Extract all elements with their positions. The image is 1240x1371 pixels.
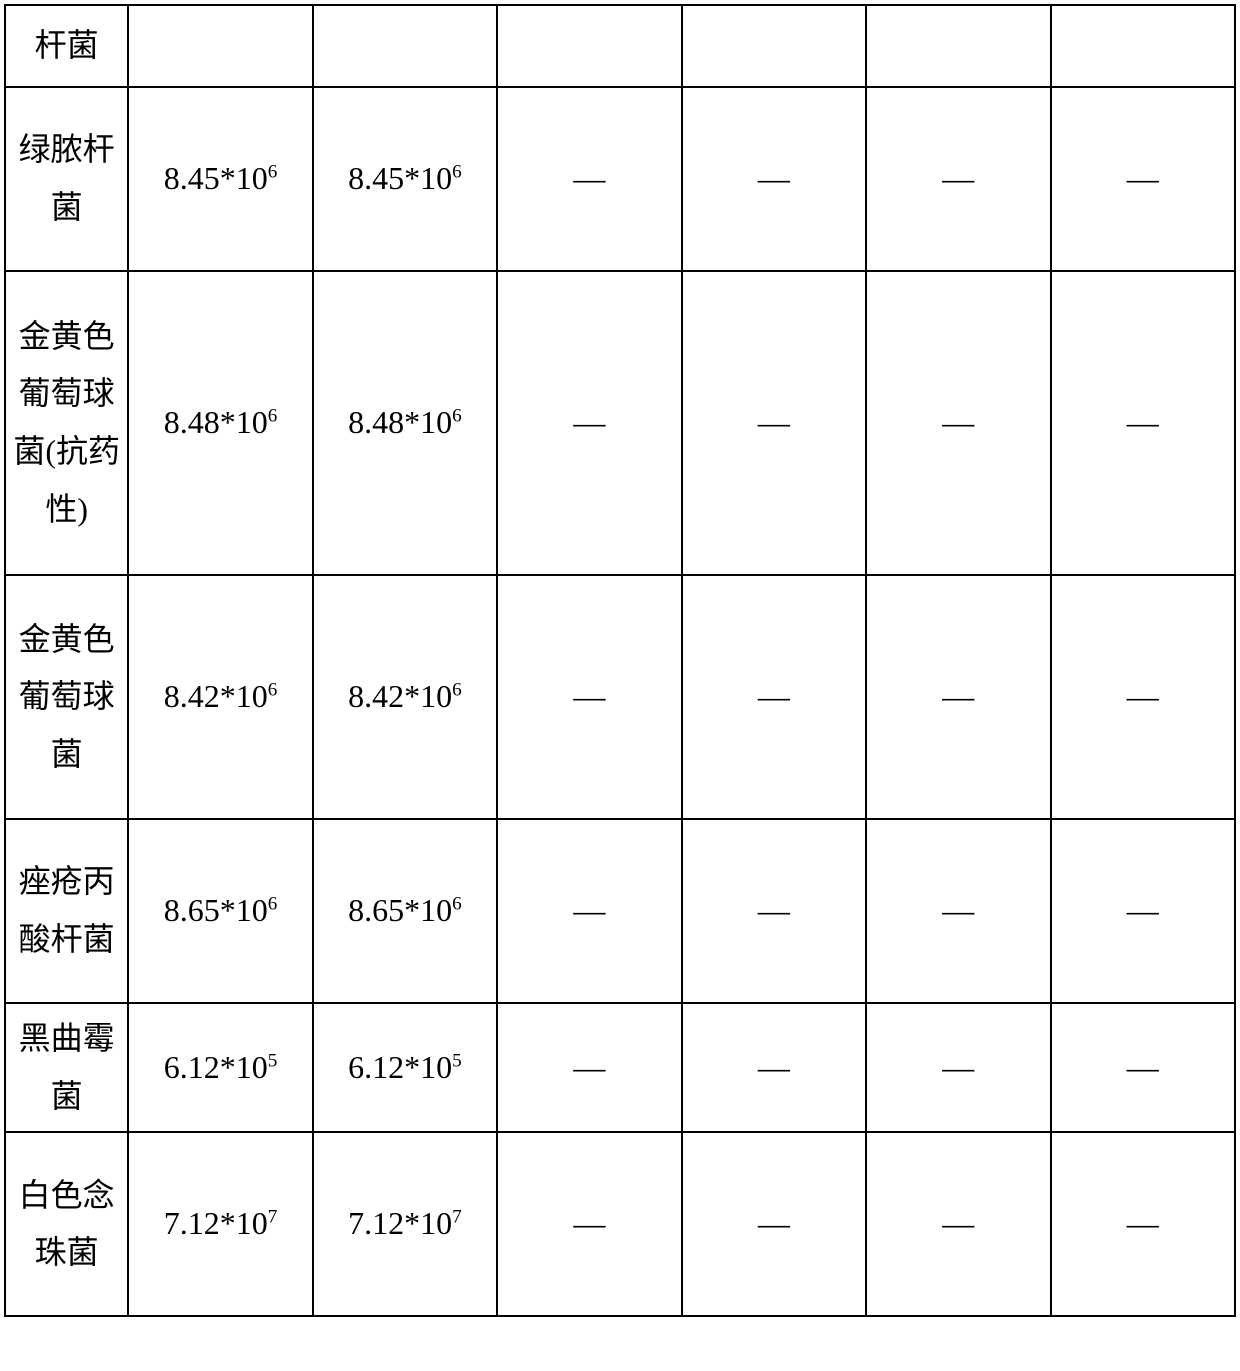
value-base: 8.45*10 [164,160,268,196]
value-exp: 6 [268,162,278,183]
value-exp: 6 [268,406,278,427]
value-base: 8.42*10 [164,678,268,714]
row-label: 黑曲霉菌 [5,1003,128,1132]
cell: — [682,1003,866,1132]
cell: — [1051,1132,1236,1316]
cell: — [497,819,681,1003]
cell: — [1051,271,1236,575]
value-exp: 5 [268,1050,278,1071]
value-exp: 7 [268,1207,278,1228]
table-row: 杆菌 [5,5,1235,87]
cell: — [1051,575,1236,819]
row-label: 痤疮丙酸杆菌 [5,819,128,1003]
cell: 7.12*107 [128,1132,312,1316]
table-row: 金黄色葡萄球菌 8.42*106 8.42*106 — — — — [5,575,1235,819]
cell: — [866,575,1050,819]
value-exp: 5 [452,1050,462,1071]
cell: — [497,575,681,819]
cell: — [866,819,1050,1003]
value-exp: 6 [452,162,462,183]
cell: 8.42*106 [313,575,497,819]
value-base: 7.12*10 [348,1205,452,1241]
table-row: 绿脓杆菌 8.45*106 8.45*106 — — — — [5,87,1235,271]
cell: 6.12*105 [128,1003,312,1132]
cell: — [682,575,866,819]
cell: — [866,271,1050,575]
cell: 8.45*106 [313,87,497,271]
table-row: 金黄色葡萄球菌(抗药性) 8.48*106 8.48*106 — — — — [5,271,1235,575]
value-base: 8.65*10 [164,892,268,928]
value-base: 6.12*10 [164,1049,268,1085]
cell: 8.48*106 [313,271,497,575]
cell: — [866,1003,1050,1132]
row-label: 金黄色葡萄球菌 [5,575,128,819]
cell: 6.12*105 [313,1003,497,1132]
value-base: 8.42*10 [348,678,452,714]
value-exp: 6 [268,680,278,701]
bacteria-table-container: 杆菌 绿脓杆菌 8.45*106 8.45*106 — — — — 金黄色葡萄球… [0,0,1240,1321]
value-base: 8.45*10 [348,160,452,196]
value-exp: 6 [452,406,462,427]
cell [1051,5,1236,87]
value-exp: 6 [268,894,278,915]
cell: — [682,1132,866,1316]
cell [497,5,681,87]
cell: — [682,819,866,1003]
cell [313,5,497,87]
cell: 8.45*106 [128,87,312,271]
cell [682,5,866,87]
cell: 8.65*106 [313,819,497,1003]
value-base: 8.48*10 [348,404,452,440]
row-label: 杆菌 [5,5,128,87]
cell [866,5,1050,87]
row-label: 金黄色葡萄球菌(抗药性) [5,271,128,575]
value-base: 8.48*10 [164,404,268,440]
cell: — [1051,1003,1236,1132]
value-exp: 7 [452,1207,462,1228]
cell: — [497,271,681,575]
bacteria-table: 杆菌 绿脓杆菌 8.45*106 8.45*106 — — — — 金黄色葡萄球… [4,4,1236,1317]
row-label: 绿脓杆菌 [5,87,128,271]
value-base: 6.12*10 [348,1049,452,1085]
value-exp: 6 [452,680,462,701]
cell: — [497,87,681,271]
table-row: 白色念珠菌 7.12*107 7.12*107 — — — — [5,1132,1235,1316]
table-row: 黑曲霉菌 6.12*105 6.12*105 — — — — [5,1003,1235,1132]
cell: — [866,87,1050,271]
row-label: 白色念珠菌 [5,1132,128,1316]
cell: — [497,1003,681,1132]
table-row: 痤疮丙酸杆菌 8.65*106 8.65*106 — — — — [5,819,1235,1003]
cell: 8.48*106 [128,271,312,575]
cell: — [497,1132,681,1316]
cell: 7.12*107 [313,1132,497,1316]
cell: 8.42*106 [128,575,312,819]
cell: — [866,1132,1050,1316]
cell: — [1051,819,1236,1003]
cell: — [682,271,866,575]
cell: 8.65*106 [128,819,312,1003]
cell: — [1051,87,1236,271]
value-exp: 6 [452,894,462,915]
cell [128,5,312,87]
cell: — [682,87,866,271]
value-base: 8.65*10 [348,892,452,928]
value-base: 7.12*10 [164,1205,268,1241]
